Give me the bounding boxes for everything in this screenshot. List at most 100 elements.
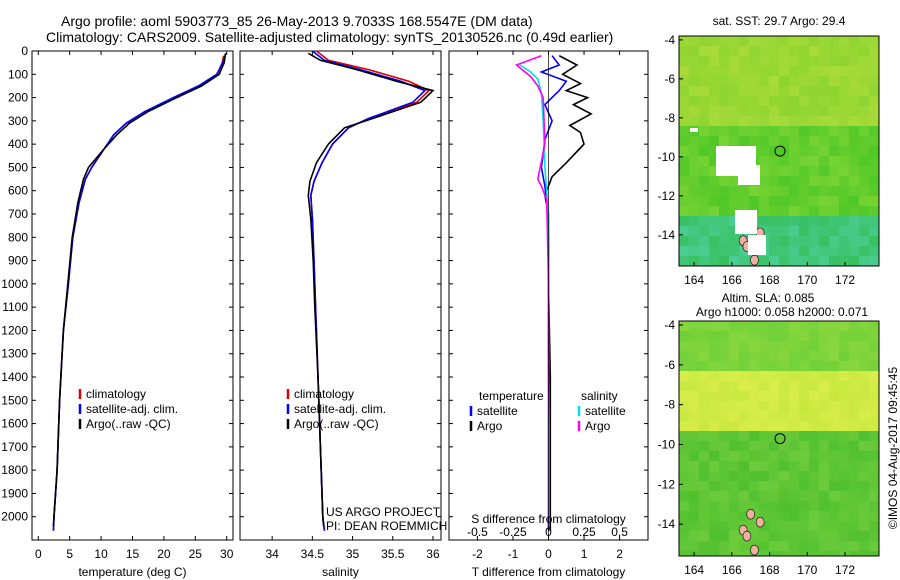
difference-top-tick-label: -0.5: [467, 525, 488, 539]
map-sst-cell: [759, 126, 769, 136]
map-sst-cell: [719, 126, 729, 136]
map-sst-cell: [809, 166, 819, 176]
map-sla-cell: [729, 461, 739, 471]
map-sst-cell: [679, 156, 689, 166]
map-sla-cell: [709, 321, 719, 331]
map-sst-cell: [809, 246, 819, 256]
map-sla-cell: [699, 421, 709, 431]
map-sst-cell: [709, 76, 719, 86]
map-sst-cell: [719, 76, 729, 86]
map-sst-cell: [709, 256, 719, 266]
map-sst-cell: [699, 176, 709, 186]
map-sst-cell: [679, 126, 689, 136]
map-sst-cell: [799, 226, 809, 236]
map-sla-cell: [739, 441, 749, 451]
map-sst-cell: [809, 256, 819, 266]
map-sla-title-line1: Altim. SLA: 0.085: [722, 291, 815, 305]
map-sla-cell: [799, 461, 809, 471]
map-sst-cell: [849, 176, 859, 186]
map-sst-cell: [789, 46, 799, 56]
map-sst-cell: [689, 186, 699, 196]
map-sla-cell: [869, 471, 879, 481]
temperature-ytick-label: 1700: [1, 440, 28, 454]
map-sst-cell: [719, 256, 729, 266]
map-sla-cell: [839, 531, 849, 541]
map-sst-cell: [769, 186, 779, 196]
map-sla-cell: [839, 511, 849, 521]
map-sla-cell: [839, 331, 849, 341]
map-sla-cell: [729, 501, 739, 511]
map-sst-cell: [859, 66, 869, 76]
map-sst-cell: [679, 66, 689, 76]
map-sla-cell: [869, 491, 879, 501]
map-sst-cell: [829, 76, 839, 86]
temperature-xtick-label: 15: [126, 547, 140, 561]
map-sla-cell: [869, 551, 879, 556]
map-sst-cell: [849, 76, 859, 86]
map-sst-cell: [849, 216, 859, 226]
map-sst-cell: [739, 66, 749, 76]
map-sst-cell: [799, 136, 809, 146]
map-sst-cell: [679, 116, 689, 126]
map-sst-cell: [709, 86, 719, 96]
map-sla-cell: [739, 451, 749, 461]
map-sst-cell: [809, 226, 819, 236]
map-sst-cell: [809, 146, 819, 156]
map-sla-cell: [809, 481, 819, 491]
map-sla-cell: [799, 321, 809, 331]
map-sla-cell: [709, 381, 719, 391]
map-sla-cell: [769, 341, 779, 351]
map-sla-cell: [719, 491, 729, 501]
map-sla-cell: [679, 501, 689, 511]
map-sla-cell: [869, 321, 879, 331]
map-sla-cell: [769, 551, 779, 556]
map-sst-cell: [839, 216, 849, 226]
map-sla-cell: [739, 381, 749, 391]
map-sla-cell: [789, 541, 799, 551]
map-sst-cell: [829, 136, 839, 146]
map-sst-cell: [729, 106, 739, 116]
map-sst-cell: [859, 76, 869, 86]
map-sst-cell: [699, 136, 709, 146]
map-sla-cell: [869, 401, 879, 411]
map-sst-cell: [739, 246, 749, 256]
map-sla-cell: [679, 511, 689, 521]
map-sst-argo-marker: [774, 145, 786, 157]
map-sst-cell: [859, 136, 869, 146]
difference-legend-title: temperature: [479, 389, 544, 403]
map-sla-cell: [689, 481, 699, 491]
map-sla-cell: [829, 521, 839, 531]
temperature-legend-label: satellite-adj. clim.: [86, 402, 178, 416]
map-sst-cell: [869, 176, 879, 186]
salinity-xtick-label: 34.5: [301, 547, 325, 561]
map-sst-cell: [719, 176, 729, 186]
map-sst-cell: [819, 156, 829, 166]
map-sst-cell: [789, 196, 799, 206]
map-sla-cell: [719, 361, 729, 371]
map-sst-cell: [679, 206, 689, 216]
map-sla-cell: [679, 461, 689, 471]
map-sla-cell: [859, 401, 869, 411]
map-sst-cell: [839, 76, 849, 86]
map-sla-cell: [779, 551, 789, 556]
map-sla-cell: [789, 481, 799, 491]
map-sla-cell: [709, 461, 719, 471]
map-sla-cell: [769, 451, 779, 461]
map-sla-ytick-label: -8: [664, 398, 675, 412]
map-sla-cell: [799, 491, 809, 501]
map-sla-cell: [709, 481, 719, 491]
map-sla-cell: [839, 521, 849, 531]
map-sla-cell: [779, 491, 789, 501]
map-sla-cell: [819, 461, 829, 471]
map-sla-cell: [729, 531, 739, 541]
map-sla-cell: [859, 501, 869, 511]
map-sst-cell: [769, 236, 779, 246]
map-sst-cell: [699, 36, 709, 46]
map-sst-cell: [759, 216, 769, 226]
map-sla-cell: [739, 481, 749, 491]
map-sla-cell: [769, 461, 779, 471]
map-sla-cell: [719, 451, 729, 461]
map-sla-cell: [859, 421, 869, 431]
map-sst-cell: [829, 176, 839, 186]
map-sla-cell: [779, 371, 789, 381]
